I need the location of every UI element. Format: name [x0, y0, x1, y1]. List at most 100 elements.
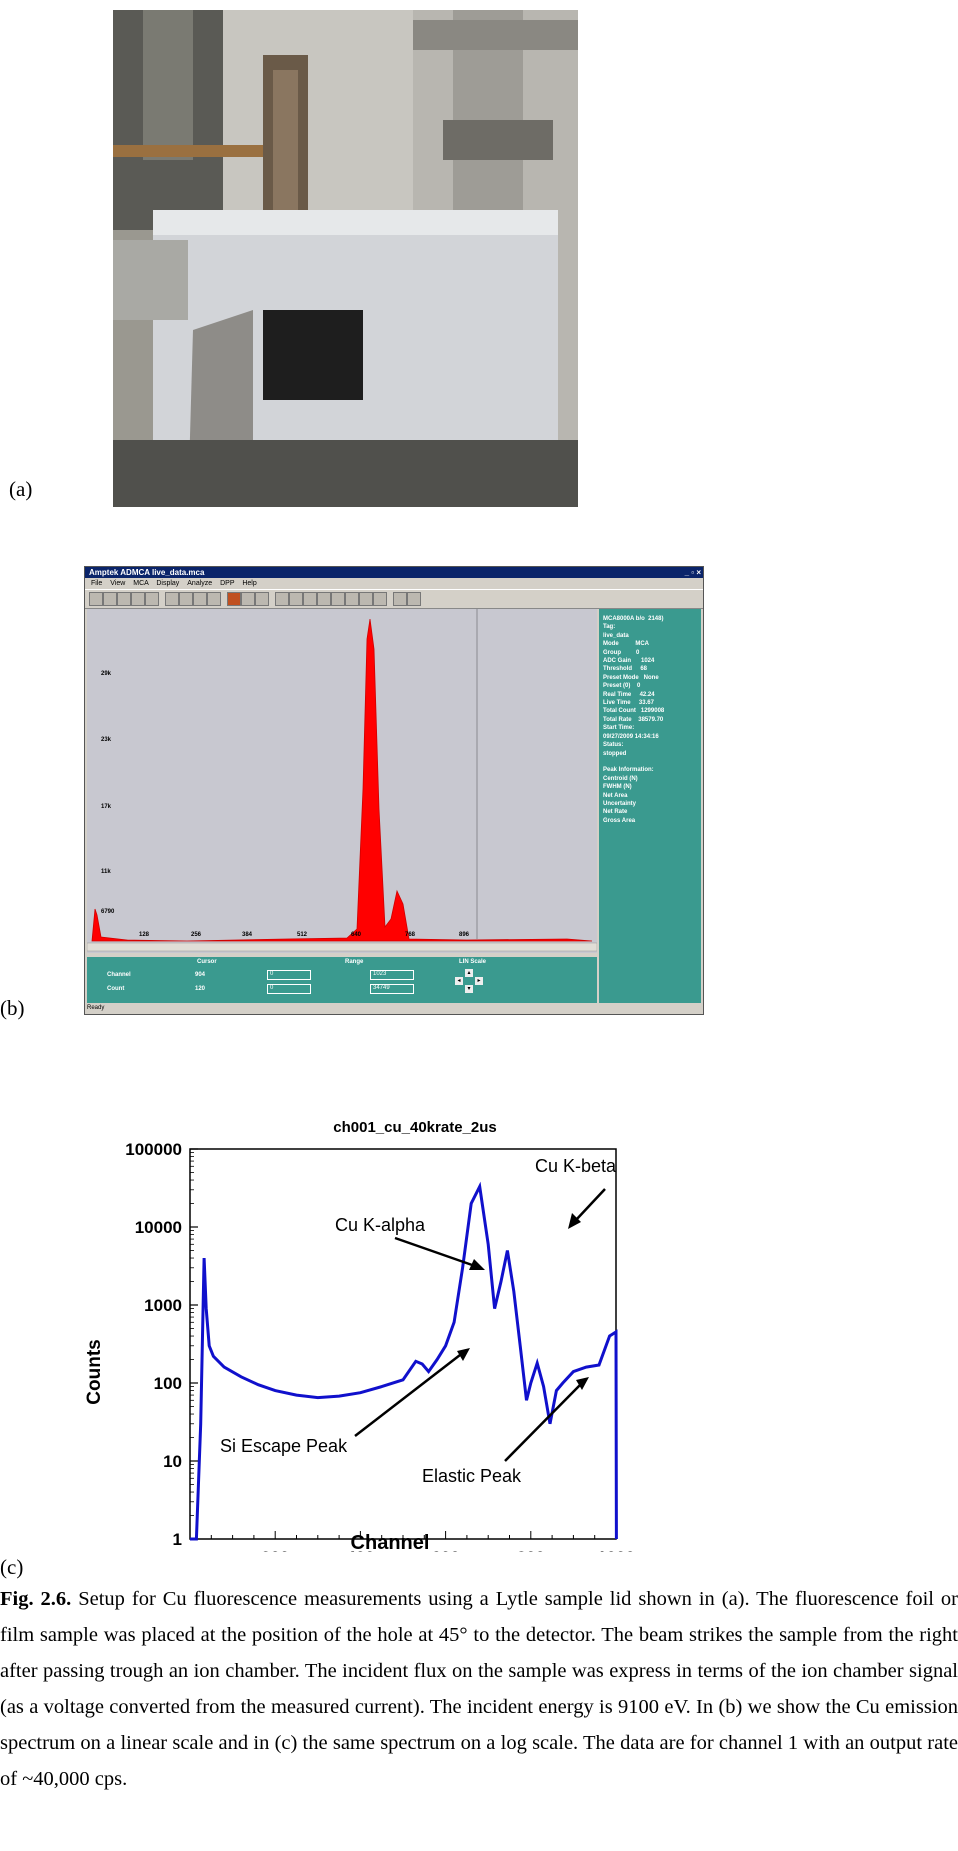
menu-mca[interactable]: MCA: [133, 580, 149, 587]
menu-analyze[interactable]: Analyze: [187, 580, 213, 587]
mca-info-line: Total Rate 38579.70: [603, 716, 664, 723]
scale-up-arrow-icon[interactable]: ▴: [465, 969, 473, 977]
toolbar-linear-icon[interactable]: [331, 592, 345, 606]
menu-dpp[interactable]: DPP: [220, 580, 235, 587]
mca-xtick-4: 512: [297, 932, 308, 938]
arrowhead-si-escape-icon: [457, 1348, 470, 1361]
mca-spectrum-plot[interactable]: 29k 23k 17k 11k 6790 128 256 384 512 640…: [86, 609, 598, 953]
arrow-si-escape: [354, 1354, 461, 1437]
annotation-cu-k-alpha: Cu K-alpha: [335, 1215, 426, 1235]
menu-file[interactable]: File: [91, 580, 103, 587]
mca-horizontal-scrollbar[interactable]: [86, 942, 598, 952]
toolbar-search-icon[interactable]: [359, 592, 373, 606]
toolbar-roi-icon[interactable]: [289, 592, 303, 606]
arrowhead-elastic-peak-icon: [576, 1377, 589, 1390]
x-tick-label: 800: [517, 1548, 545, 1552]
mca-info-line: Preset Mode None: [603, 674, 659, 681]
mca-window: Amptek ADMCA live_data.mca _ ▫ × File Vi…: [84, 566, 704, 1015]
mca-info-panel: MCA8000A b/o 2148) Tag: live_data Mode MCA G…: [599, 609, 701, 1003]
mca-info-lines: MCA8000A b/o 2148) Tag: live_data Mode MCA G…: [599, 609, 701, 831]
photo-sample-lid: [113, 10, 578, 507]
label-b: (b): [0, 996, 25, 1020]
menu-view[interactable]: View: [110, 580, 126, 587]
menu-help[interactable]: Help: [242, 580, 257, 587]
toolbar-open-icon[interactable]: [89, 592, 103, 606]
log-spectrum-chart: ch001_cu_40krate_2us 1 10 100 1000 10000 1000…: [84, 1119, 635, 1552]
mca-info-line: Total Count 1299008: [603, 708, 665, 715]
annotation-cu-k-beta: Cu K-beta: [535, 1156, 617, 1176]
channel-label: Channel: [107, 972, 131, 978]
toolbar-save-icon[interactable]: [103, 592, 117, 606]
toolbar-log-icon[interactable]: [345, 592, 359, 606]
toolbar-delete-icon[interactable]: [227, 592, 241, 606]
toolbar-help-icon[interactable]: [393, 592, 407, 606]
toolbar-paste-icon[interactable]: [145, 592, 159, 606]
label-c: (c): [0, 1555, 24, 1579]
toolbar-peak-icon[interactable]: [303, 592, 317, 606]
toolbar-scale-icon[interactable]: [275, 592, 289, 606]
range-high-count-field[interactable]: 34749: [370, 984, 414, 994]
mca-xtick-3: 384: [242, 932, 253, 938]
arrow-elastic-peak: [504, 1384, 581, 1462]
mca-ytick-3: 17k: [101, 804, 112, 810]
mca-cursor-panel: Cursor Range LIN Scale Channel Count 904…: [87, 957, 597, 1003]
y-tick-label: 100: [154, 1374, 182, 1393]
toolbar-acquire-icon[interactable]: [179, 592, 193, 606]
range-header: Range: [345, 959, 364, 965]
x-tick-label: 600: [431, 1548, 459, 1552]
mca-info-line: 09/27/2009 14:34:16: [603, 733, 659, 740]
caption-text: Setup for Cu fluorescence measurements u…: [0, 1588, 958, 1790]
mca-info-line: Peak Information:: [603, 767, 654, 774]
scale-left-arrow-icon[interactable]: ◂: [455, 977, 463, 985]
annotation-elastic-peak: Elastic Peak: [422, 1466, 522, 1486]
y-tick-label: 100000: [125, 1140, 182, 1159]
mca-info-line: stopped: [603, 750, 627, 757]
mca-xtick-6: 768: [405, 932, 416, 938]
y-tick-label: 10000: [135, 1218, 182, 1237]
mca-ytick-1: 29k: [101, 671, 112, 677]
toolbar-window-icon[interactable]: [241, 592, 255, 606]
mca-info-line: Uncertainty: [603, 800, 637, 807]
mca-toolbar: [85, 589, 703, 609]
toolbar-connect-icon[interactable]: [165, 592, 179, 606]
x-axis-ticks: 200 400 600 800 1000: [189, 1531, 635, 1552]
toolbar-settings-icon[interactable]: [373, 592, 387, 606]
series-line: [190, 1181, 618, 1541]
mca-info-line: ADC Gain 1024: [603, 658, 655, 665]
mca-info-line: FWHM (N): [603, 784, 632, 791]
cursor-header: Cursor: [197, 959, 217, 965]
toolbar-zoom-icon[interactable]: [255, 592, 269, 606]
menu-display[interactable]: Display: [156, 580, 180, 587]
mca-ytick-4: 11k: [101, 869, 111, 875]
toolbar-start-icon[interactable]: [193, 592, 207, 606]
toolbar-stop-icon[interactable]: [207, 592, 221, 606]
mca-info-line: Real Time 42.24: [603, 691, 655, 698]
toolbar-calibrate-icon[interactable]: [317, 592, 331, 606]
chart-title: ch001_cu_40krate_2us: [333, 1119, 496, 1136]
mca-info-line: Net Area: [603, 792, 628, 799]
toolbar-copy-icon[interactable]: [131, 592, 145, 606]
scale-down-arrow-icon[interactable]: ▾: [465, 985, 473, 993]
lin-scale-label: LIN Scale: [459, 959, 487, 965]
mca-title-bar: Amptek ADMCA live_data.mca _ ▫ ×: [85, 567, 703, 578]
range-low-channel-field[interactable]: 0: [267, 970, 311, 980]
toolbar-context-help-icon[interactable]: [407, 592, 421, 606]
mca-info-line: live_data: [603, 632, 629, 639]
range-low-count-field[interactable]: 0: [267, 984, 311, 994]
range-high-channel-field[interactable]: 1023: [370, 970, 414, 980]
mca-info-line: Gross Area: [603, 817, 636, 824]
arrowhead-cu-k-alpha-icon: [469, 1259, 485, 1270]
y-tick-label: 1000: [144, 1296, 182, 1315]
chart-plot-area: [189, 1148, 617, 1540]
mca-info-line: MCA8000A b/o 2148): [603, 616, 664, 622]
mca-xtick-2: 256: [191, 932, 202, 938]
toolbar-print-icon[interactable]: [117, 592, 131, 606]
y-axis-ticks: 1 10 100 1000 10000 100000: [125, 1140, 198, 1549]
window-controls-icon[interactable]: _ ▫ ×: [684, 568, 701, 577]
mca-status-bar: Ready: [85, 1004, 703, 1013]
mca-xtick-7: 896: [459, 932, 470, 938]
scale-right-arrow-icon[interactable]: ▸: [475, 977, 483, 985]
mca-info-line: Preset (0) 0: [603, 683, 641, 690]
photo-sample-lid-drawing: [113, 10, 578, 507]
mca-info-line: [603, 758, 697, 766]
